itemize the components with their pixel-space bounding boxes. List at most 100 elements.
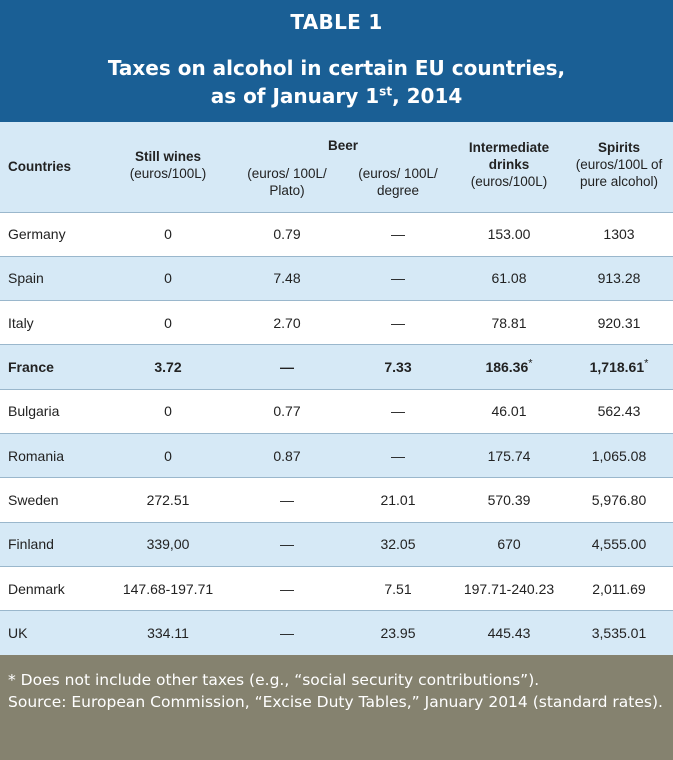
cell-country: UK (0, 610, 105, 655)
cell-intermediate: 46.01 (453, 388, 565, 434)
table-number: TABLE 1 (290, 10, 383, 34)
cell-country: Bulgaria (0, 388, 105, 434)
cell-country: Denmark (0, 565, 105, 611)
cell-spirits: 1,065.08 (565, 432, 673, 478)
col-still-wines: Still wines (euros/100L) (105, 122, 231, 212)
cell-spirits-value: 1,718.61 (589, 359, 645, 376)
cell-beer-plato: — (231, 521, 343, 567)
cell-spirits: 913.28 (565, 255, 673, 301)
cell-beer-degree: — (343, 432, 453, 478)
cell-intermediate: 153.00 (453, 211, 565, 257)
cell-beer-degree: 7.33 (343, 344, 453, 390)
cell-spirits: 2,011.69 (565, 565, 673, 611)
col-still-wines-label: Still wines (134, 149, 202, 164)
cell-still-wines: 272.51 (105, 477, 231, 523)
cell-beer-degree: — (343, 255, 453, 301)
cell-still-wines: 0 (105, 300, 231, 345)
cell-still-wines: 0 (105, 211, 231, 257)
cell-intermediate: 78.81 (453, 300, 565, 345)
col-countries: Countries (0, 122, 105, 212)
cell-beer-plato: 7.48 (231, 255, 343, 301)
cell-still-wines: 147.68-197.71 (105, 565, 231, 611)
cell-intermediate-value: 186.36 (485, 359, 529, 376)
table-row: Bulgaria 0 0.77 — 46.01 562.43 (0, 388, 673, 434)
cell-country: Romania (0, 432, 105, 478)
cell-intermediate: 570.39 (453, 477, 565, 523)
cell-beer-plato: — (231, 344, 343, 390)
title-line-2-pre: as of January 1 (210, 84, 380, 108)
cell-intermediate: 197.71-240.23 (453, 565, 565, 611)
table-footer: * Does not include other taxes (e.g., “s… (0, 655, 673, 760)
col-spirits-unit: (euros/100L of pure alcohol) (575, 157, 663, 189)
title-line-1: Taxes on alcohol in certain EU countries… (107, 56, 566, 80)
cell-beer-degree: 7.51 (343, 565, 453, 611)
cell-intermediate: 186.36* (453, 344, 565, 390)
cell-spirits: 3,535.01 (565, 610, 673, 655)
cell-spirits: 920.31 (565, 300, 673, 345)
cell-beer-degree: 23.95 (343, 610, 453, 655)
table-header: TABLE 1 Taxes on alcohol in certain EU c… (0, 0, 673, 122)
cell-country: Sweden (0, 477, 105, 523)
cell-beer-plato: — (231, 565, 343, 611)
col-intermediate-label: Intermediate drinks (468, 140, 550, 172)
table-row: Romania 0 0.87 — 175.74 1,065.08 (0, 432, 673, 478)
cell-spirits: 1,718.61* (565, 344, 673, 390)
col-beer-plato-unit: (euros/ 100L/ Plato) (247, 166, 327, 198)
footnote-text: * Does not include other taxes (e.g., “s… (8, 671, 540, 689)
col-still-wines-unit: (euros/100L) (129, 166, 207, 181)
title-line-2-sup: st (379, 84, 393, 99)
source-text: Source: European Commission, “Excise Dut… (8, 693, 663, 711)
cell-country: Finland (0, 521, 105, 567)
cell-still-wines: 0 (105, 432, 231, 478)
col-intermediate: Intermediate drinks (euros/100L) (453, 122, 565, 212)
cell-beer-plato: 0.77 (231, 388, 343, 434)
col-beer-degree-unit: (euros/ 100L/ degree (358, 166, 438, 198)
cell-intermediate: 445.43 (453, 610, 565, 655)
cell-still-wines: 334.11 (105, 610, 231, 655)
table-row: Spain 0 7.48 — 61.08 913.28 (0, 255, 673, 301)
col-intermediate-unit: (euros/100L) (470, 174, 548, 189)
cell-still-wines: 3.72 (105, 344, 231, 390)
col-beer-plato: (euros/ 100L/ Plato) (231, 122, 343, 212)
cell-intermediate: 175.74 (453, 432, 565, 478)
cell-country: France (0, 344, 105, 390)
cell-beer-plato: — (231, 477, 343, 523)
cell-still-wines: 339,00 (105, 521, 231, 567)
title-line-2-post: , 2014 (392, 84, 463, 108)
table-row: Sweden 272.51 — 21.01 570.39 5,976.80 (0, 477, 673, 523)
footnote-marker: * (528, 357, 533, 370)
cell-country: Italy (0, 300, 105, 345)
cell-beer-plato: 0.87 (231, 432, 343, 478)
cell-beer-plato: 2.70 (231, 300, 343, 345)
tax-table: Countries Still wines (euros/100L) (euro… (0, 122, 673, 655)
cell-country: Germany (0, 211, 105, 257)
table-row: Finland 339,00 — 32.05 670 4,555.00 (0, 521, 673, 567)
cell-spirits: 562.43 (565, 388, 673, 434)
table-row: Italy 0 2.70 — 78.81 920.31 (0, 300, 673, 345)
table-row: Germany 0 0.79 — 153.00 1303 (0, 211, 673, 257)
cell-spirits: 5,976.80 (565, 477, 673, 523)
cell-still-wines: 0 (105, 255, 231, 301)
col-beer-degree: Beer (euros/ 100L/ degree (328, 122, 453, 212)
cell-beer-degree: — (343, 300, 453, 345)
cell-beer-degree: — (343, 388, 453, 434)
cell-intermediate: 61.08 (453, 255, 565, 301)
cell-spirits: 4,555.00 (565, 521, 673, 567)
col-beer-label: Beer (327, 138, 359, 153)
cell-spirits: 1303 (565, 211, 673, 257)
cell-beer-plato: — (231, 610, 343, 655)
col-spirits-label: Spirits (597, 140, 640, 155)
table-row: UK 334.11 — 23.95 445.43 3,535.01 (0, 610, 673, 655)
table-row: Denmark 147.68-197.71 — 7.51 197.71-240.… (0, 565, 673, 611)
table-head-row: Countries Still wines (euros/100L) (euro… (0, 122, 673, 212)
cell-beer-degree: 21.01 (343, 477, 453, 523)
cell-intermediate: 670 (453, 521, 565, 567)
cell-country: Spain (0, 255, 105, 301)
table-title: Taxes on alcohol in certain EU countries… (0, 54, 673, 110)
cell-beer-degree: 32.05 (343, 521, 453, 567)
col-spirits: Spirits (euros/100L of pure alcohol) (565, 122, 673, 212)
footnote-marker: * (644, 357, 649, 370)
cell-beer-degree: — (343, 211, 453, 257)
cell-still-wines: 0 (105, 388, 231, 434)
